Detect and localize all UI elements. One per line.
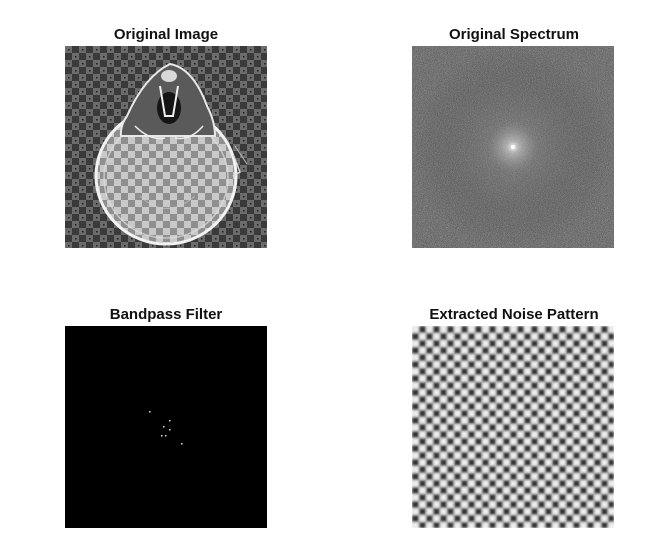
extracted-noise-pattern-canvas xyxy=(412,326,614,528)
extracted-noise-pattern-title: Extracted Noise Pattern xyxy=(429,306,599,323)
extracted-noise-pattern-axes xyxy=(412,326,614,528)
original-spectrum-canvas xyxy=(412,46,614,248)
head-scan xyxy=(94,62,248,246)
original-spectrum-title: Original Spectrum xyxy=(448,26,580,43)
dc-component xyxy=(511,145,515,149)
original-image-axes xyxy=(65,46,267,248)
original-image-canvas xyxy=(65,46,267,248)
original-spectrum-axes xyxy=(412,46,614,248)
bandpass-filter-title: Bandpass Filter xyxy=(109,306,223,323)
filter-passband-points xyxy=(149,411,183,445)
original-image-title: Original Image xyxy=(113,26,219,43)
bandpass-filter-axes xyxy=(65,326,267,528)
bandpass-filter-canvas xyxy=(65,326,267,528)
